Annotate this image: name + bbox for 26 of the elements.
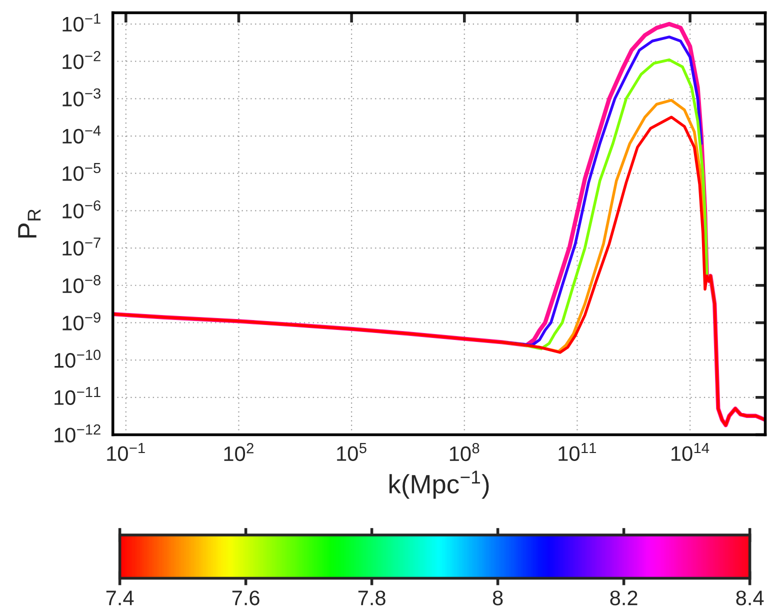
y-tick-label: 10$^{−10}$ bbox=[54, 350, 101, 368]
x-tick-label: 10$^{11}$ bbox=[558, 443, 596, 461]
x-tick-label: 10$^{−1}$ bbox=[107, 443, 145, 461]
color-bar-label: 7.4 bbox=[106, 590, 134, 606]
color-bar-label: 8.4 bbox=[736, 590, 764, 606]
y-tick-label: 10$^{−5}$ bbox=[62, 162, 101, 181]
x-axis-title: k(Mpc$^{−1}$) bbox=[390, 470, 489, 499]
y-tick-label: 10$^{−11}$ bbox=[54, 387, 100, 405]
y-tick-label: 10$^{−12}$ bbox=[54, 424, 100, 442]
y-tick-label: 10$^{−7}$ bbox=[62, 238, 100, 256]
x-tick-label: 10$^{8}$ bbox=[450, 443, 480, 462]
x-tick-label: 10$^{14}$ bbox=[672, 443, 710, 461]
y-tick-label: 10$^{−8}$ bbox=[62, 275, 100, 294]
x-tick-label: 10$^{2}$ bbox=[224, 443, 254, 462]
y-tick-label: 10$^{−2}$ bbox=[62, 50, 100, 70]
y-axis-title: P$_{R}$ bbox=[18, 209, 41, 238]
y-tick-label: 10$^{−6}$ bbox=[62, 200, 100, 218]
y-tick-label: 10$^{−9}$ bbox=[62, 312, 100, 330]
color-bar-label: 7.8 bbox=[358, 590, 386, 606]
x-tick-label: 10$^{5}$ bbox=[337, 443, 366, 461]
color-bar-label: 7.6 bbox=[232, 590, 260, 606]
y-tick-label: 10$^{−1}$ bbox=[62, 14, 100, 32]
color-bar-label: 8.2 bbox=[610, 590, 638, 606]
y-tick-label: 10$^{−4}$ bbox=[62, 126, 101, 144]
color-bar-label: 8 bbox=[492, 590, 503, 606]
y-tick-label: 10$^{−3}$ bbox=[62, 88, 100, 106]
